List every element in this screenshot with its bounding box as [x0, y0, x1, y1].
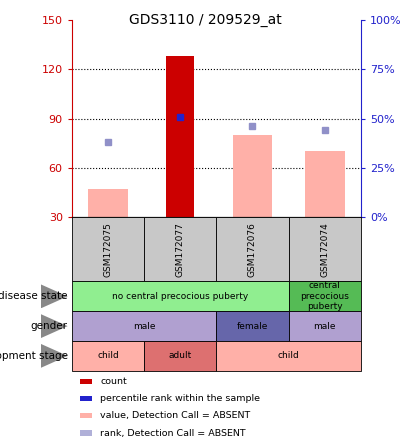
Text: child: child — [97, 351, 119, 361]
Bar — [144, 341, 216, 371]
Text: GSM172074: GSM172074 — [319, 222, 328, 277]
Text: percentile rank within the sample: percentile rank within the sample — [100, 394, 260, 403]
Text: male: male — [133, 321, 155, 331]
Polygon shape — [41, 344, 67, 368]
Bar — [80, 396, 92, 401]
Text: child: child — [277, 351, 299, 361]
Text: GDS3110 / 209529_at: GDS3110 / 209529_at — [128, 13, 281, 28]
Text: value, Detection Call = ABSENT: value, Detection Call = ABSENT — [100, 412, 250, 420]
Bar — [288, 281, 360, 311]
Bar — [288, 311, 360, 341]
Polygon shape — [41, 285, 67, 308]
Text: adult: adult — [168, 351, 191, 361]
Bar — [166, 56, 193, 217]
Text: female: female — [236, 321, 267, 331]
Bar — [72, 311, 216, 341]
Text: male: male — [312, 321, 335, 331]
Bar — [72, 217, 144, 281]
Bar — [80, 379, 92, 385]
Bar — [304, 151, 344, 217]
Bar — [144, 217, 216, 281]
Text: GSM172077: GSM172077 — [175, 222, 184, 277]
Text: GSM172076: GSM172076 — [247, 222, 256, 277]
Polygon shape — [41, 314, 67, 338]
Text: no central precocious puberty: no central precocious puberty — [112, 292, 248, 301]
Bar — [216, 311, 288, 341]
Bar — [232, 135, 272, 217]
Bar — [72, 281, 288, 311]
Bar — [88, 189, 128, 217]
Bar — [288, 217, 360, 281]
Text: development stage: development stage — [0, 351, 67, 361]
Bar — [72, 341, 144, 371]
Text: disease state: disease state — [0, 291, 67, 301]
Text: GSM172075: GSM172075 — [103, 222, 112, 277]
Bar — [216, 217, 288, 281]
Text: count: count — [100, 377, 127, 386]
Text: gender: gender — [31, 321, 67, 331]
Text: rank, Detection Call = ABSENT: rank, Detection Call = ABSENT — [100, 428, 245, 437]
Bar — [80, 430, 92, 436]
Bar — [216, 341, 360, 371]
Bar — [80, 413, 92, 419]
Text: central
precocious
puberty: central precocious puberty — [299, 281, 348, 311]
